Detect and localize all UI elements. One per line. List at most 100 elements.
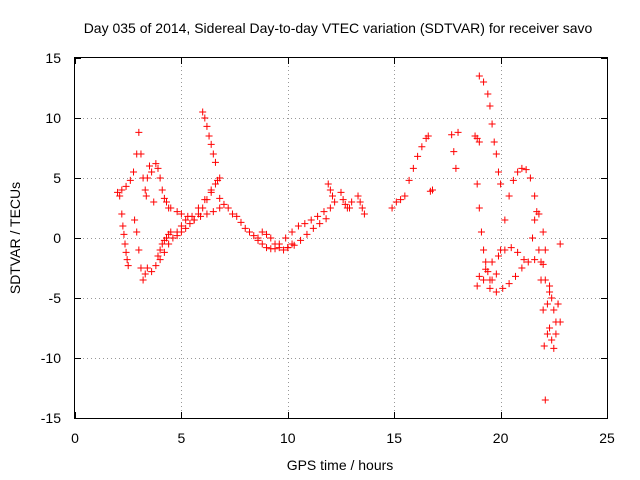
series-sat-s [388,132,432,212]
data-point [486,102,494,110]
data-point [346,204,354,212]
y-tick-label: 0 [53,230,61,246]
series-sat-t [426,186,437,195]
data-point [156,256,164,264]
data-point [541,396,549,404]
data-point [501,216,509,224]
series-sat-w [475,72,505,188]
data-point [309,224,317,232]
data-point [122,248,130,256]
data-point [169,234,177,242]
series-sat-aa [475,244,528,280]
x-tick-label: 25 [599,430,615,446]
x-tick-labels: 0 5 10 15 20 25 [71,430,615,446]
data-point [228,210,236,218]
data-point [135,128,143,136]
data-point [326,186,334,194]
series-sat-n [275,204,334,248]
data-point [533,208,541,216]
data-point [450,148,458,156]
data-point [209,208,217,216]
chart-title: Day 035 of 2014, Sidereal Day-to-day VTE… [84,20,593,36]
x-tick-label: 0 [71,430,79,446]
data-point [294,222,302,230]
data-point [116,192,124,200]
data-point [148,268,156,276]
data-point [241,224,249,232]
data-point [152,262,160,270]
data-point [531,192,539,200]
data-point [258,240,266,248]
data-point [156,174,164,182]
data-point [501,246,509,254]
data-point [448,131,456,139]
data-point [316,220,324,228]
data-point [452,164,460,172]
data-point [480,246,488,254]
data-point [177,210,185,218]
data-point [397,196,405,204]
data-point [114,188,122,196]
y-tick-label: 5 [53,170,61,186]
series-sat-f [143,222,185,276]
data-point [358,204,366,212]
data-point [328,192,336,200]
plot-frame [74,57,608,419]
grid [75,58,607,418]
data-point [331,198,339,206]
data-point [546,324,554,332]
y-tick-label: -5 [49,290,62,306]
data-point [492,270,500,278]
data-point [188,212,196,220]
data-point [552,330,560,338]
data-point [160,194,168,202]
data-point [554,300,562,308]
series-sat-ad [546,282,564,326]
data-point [120,230,128,238]
data-point [341,200,349,208]
data-point [182,216,190,224]
data-point [546,282,554,290]
data-point [550,306,558,314]
data-point [301,220,309,228]
series-sat-x [473,180,494,284]
series-sat-p [324,180,339,206]
data-point [540,342,548,350]
data-point [405,176,413,184]
data-point [531,216,539,224]
data-point [118,210,126,218]
data-point [497,180,505,188]
y-tick-label: 10 [45,110,61,126]
data-points [114,72,564,404]
series-sat-ab [529,208,554,404]
data-point [216,194,224,202]
data-point [199,108,207,116]
y-tick-label: -10 [41,350,61,366]
data-point [182,224,190,232]
data-point [224,204,232,212]
series-sat-o [284,215,330,252]
series-sat-g [154,228,175,260]
data-point [209,150,217,158]
data-point [141,270,149,278]
data-point [124,262,132,270]
data-point [233,212,241,220]
data-point [494,252,502,260]
data-point [307,216,315,224]
data-point [518,164,526,172]
data-point [482,258,490,266]
series-sat-b [116,192,132,270]
data-point [492,288,500,296]
series-sat-e [152,160,173,212]
data-point [122,182,130,190]
data-point [214,176,222,184]
data-point [337,188,345,196]
data-point [263,244,271,252]
data-point [424,132,432,140]
data-point [541,276,549,284]
data-point [505,280,513,288]
data-point [505,192,513,200]
x-axis-title: GPS time / hours [287,457,394,473]
series-sat-q [337,188,356,212]
